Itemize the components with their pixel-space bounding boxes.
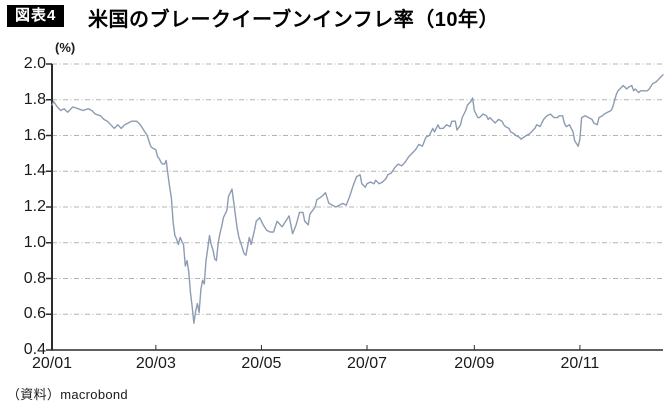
y-tick-label: 2.0 — [23, 55, 46, 72]
x-tick-label: 20/01 — [31, 355, 73, 372]
y-tick-label: 0.6 — [23, 305, 46, 323]
y-tick-label: 1.0 — [23, 233, 46, 251]
x-tick-label: 20/03 — [135, 355, 176, 372]
x-tick-label: 20/05 — [241, 355, 282, 372]
x-tick-label: 20/07 — [346, 355, 388, 372]
y-tick-label: 1.8 — [23, 90, 46, 108]
x-tick-label: 20/11 — [560, 355, 600, 372]
breakeven-inflation-line — [51, 73, 664, 324]
y-tick-label: 1.6 — [23, 126, 46, 144]
chart-title: 米国のブレークイーブンインフレ率（10年） — [88, 9, 499, 31]
x-tick-label: 20/09 — [454, 355, 495, 372]
y-tick-label: 1.2 — [23, 198, 46, 215]
figure-number-badge: 図表4 — [7, 5, 65, 27]
y-tick-label: 1.4 — [23, 162, 46, 180]
source-note: （資料）macrobond — [7, 387, 128, 402]
y-tick-label: 0.4 — [23, 341, 46, 358]
y-axis-unit-label: (%) — [55, 40, 76, 55]
y-tick-label: 0.8 — [23, 269, 46, 287]
